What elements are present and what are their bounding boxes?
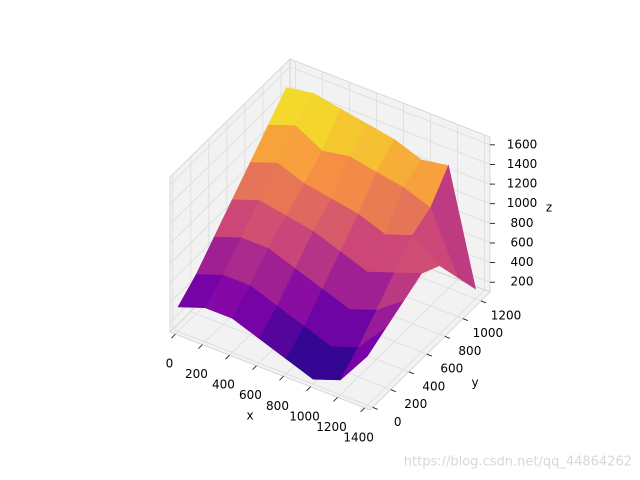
tick-mark (171, 333, 176, 339)
grid-line (172, 328, 373, 408)
tick-mark (225, 354, 230, 360)
x-tick-label: 400 (212, 378, 235, 392)
grid-line (289, 66, 491, 146)
grid-line (169, 86, 291, 205)
grid-line (337, 279, 458, 398)
z-tick-label: 600 (511, 235, 534, 249)
tick-mark (372, 406, 378, 410)
z-tick-label: 1600 (507, 137, 538, 151)
y-tick-label: 400 (422, 379, 445, 393)
tick-mark (444, 335, 451, 339)
tick-mark (279, 375, 284, 381)
tick-mark (252, 365, 257, 371)
surface (177, 87, 477, 381)
x-tick-label: 1400 (343, 430, 374, 444)
z-axis-label: z (546, 201, 552, 215)
z-tick-label: 1400 (507, 157, 538, 171)
tick-mark (198, 344, 203, 349)
tick-mark (333, 397, 338, 402)
y-tick-label: 1000 (473, 326, 504, 340)
tick-mark (390, 389, 396, 392)
x-tick-label: 0 (166, 357, 174, 371)
z-tick-label: 400 (511, 255, 534, 269)
x-tick-label: 200 (185, 367, 208, 381)
x-tick-label: 600 (239, 388, 262, 402)
z-tick-label: 800 (511, 216, 534, 230)
x-tick-label: 1200 (316, 420, 347, 434)
tick-mark (462, 318, 469, 321)
surface-face (340, 328, 386, 381)
y-axis-label: y (471, 376, 478, 390)
x-axis-label: x (246, 409, 253, 423)
tick-mark (426, 353, 432, 357)
tick-mark (306, 386, 311, 392)
y-tick-label: 0 (394, 415, 402, 429)
tick-mark (480, 300, 487, 304)
grid-line (364, 289, 485, 409)
z-tick-label: 200 (511, 275, 534, 289)
x-tick-label: 1000 (289, 409, 320, 423)
y-tick-label: 200 (404, 397, 427, 411)
x-tick-label: 800 (266, 399, 289, 413)
y-tick-label: 1200 (491, 308, 522, 322)
watermark: https://blog.csdn.net/qq_44864262 (404, 455, 632, 470)
tick-mark (408, 371, 414, 375)
y-tick-label: 600 (440, 362, 463, 376)
z-tick-label: 1000 (507, 196, 538, 210)
y-tick-label: 800 (458, 344, 481, 358)
tick-mark (360, 407, 365, 413)
z-tick-label: 1200 (507, 177, 538, 191)
grid-line (169, 66, 291, 186)
